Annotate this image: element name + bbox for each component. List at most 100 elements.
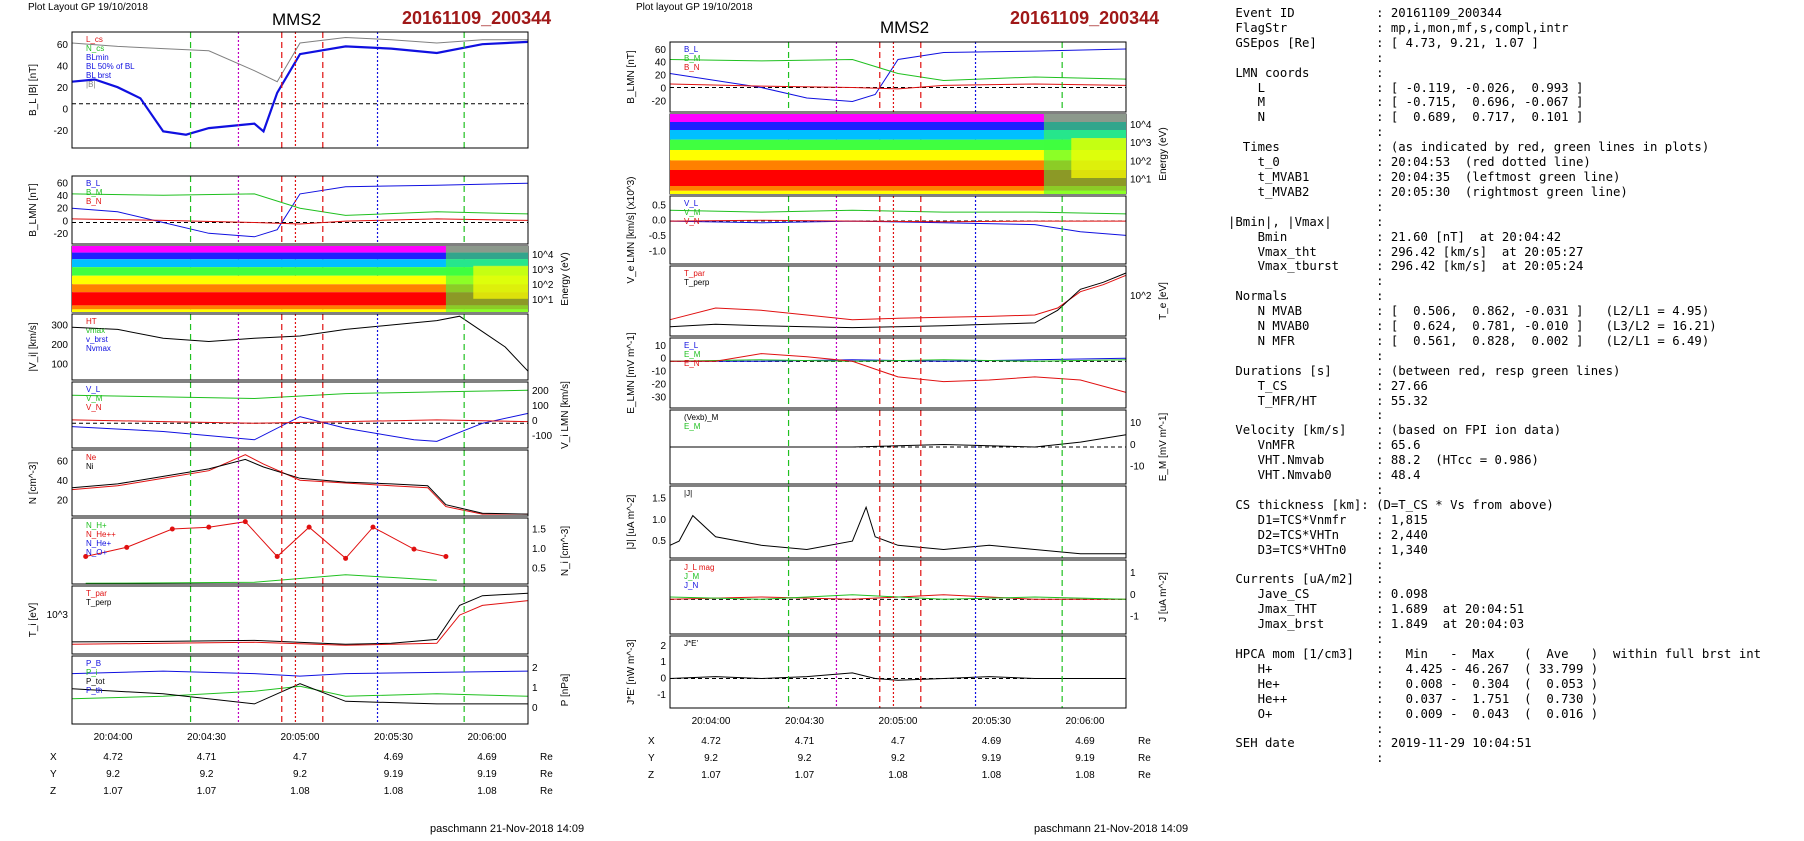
panel-frame xyxy=(71,585,529,655)
tick-label: 300 xyxy=(51,321,68,332)
tick-label: -30 xyxy=(652,393,667,404)
tick-label: 1.0 xyxy=(532,544,546,555)
tick-label: 10^3 xyxy=(1130,138,1152,149)
axis-label: |V_i| [km/s] xyxy=(28,322,39,371)
info-line: T_MFR/HT : 55.32 xyxy=(1228,393,1428,408)
axis-label: E_LMN [mV m^-1] xyxy=(626,332,637,414)
tick-label: -10 xyxy=(652,367,667,378)
panel-M6 xyxy=(669,409,1127,485)
legend-entry: J_L mag xyxy=(684,563,714,572)
info-line: H+ : 4.425 - 46.267 ( 33.799 ) xyxy=(1228,661,1599,676)
time-tick-label: 20:05:00 xyxy=(879,716,918,727)
info-line: Durations [s] : (between red, resp green… xyxy=(1228,363,1621,378)
tick-label: 0 xyxy=(532,703,538,714)
pos-value: 9.2 xyxy=(798,753,812,764)
tick-label: -20 xyxy=(652,380,667,391)
info-line: Velocity [km/s] : (based on FPI ion data… xyxy=(1228,423,1562,438)
panel-frame xyxy=(669,337,1127,409)
panel-frame xyxy=(669,409,1127,485)
tick-label: 10^4 xyxy=(532,250,554,261)
legend-entry: P_i xyxy=(86,668,98,677)
legend-entry: V_N xyxy=(86,403,102,412)
series-line xyxy=(71,670,529,677)
tick-label: 20 xyxy=(57,83,69,94)
time-tick-label: 20:05:30 xyxy=(374,732,413,743)
legend-entry: N_He++ xyxy=(86,530,116,539)
time-tick-label: 20:04:00 xyxy=(94,732,133,743)
panel-M4 xyxy=(669,265,1127,337)
tick-label: 200 xyxy=(532,386,549,397)
time-tick-label: 20:05:30 xyxy=(972,716,1011,727)
legend-entry: BLmin xyxy=(86,53,109,62)
info-line: CS thickness [km]: (D=T_CS * Vs from abo… xyxy=(1228,497,1554,512)
series-line xyxy=(71,458,529,515)
left-probe-title: MMS2 xyxy=(272,10,322,29)
series-line xyxy=(669,219,1126,223)
M2-spectrogram xyxy=(670,114,1126,194)
info-line: t_0 : 20:04:53 (red dotted line) xyxy=(1228,155,1591,170)
legend-entry: P_th xyxy=(86,686,102,695)
legend-entry: B_N xyxy=(684,63,700,72)
tick-label: 0 xyxy=(1130,590,1136,601)
axis-label: B_LMN [nT] xyxy=(626,50,637,104)
info-line: : xyxy=(1228,50,1384,65)
info-line: LMN coords : xyxy=(1228,65,1384,80)
pos-value: 9.19 xyxy=(982,753,1002,764)
mid-layout-label: Plot layout GP 19/10/2018 xyxy=(636,2,753,13)
left-event-title: 20161109_200344 xyxy=(402,8,552,28)
pos-row-label: X xyxy=(648,736,655,747)
pos-unit: Re xyxy=(540,752,553,763)
series-line xyxy=(71,683,528,705)
tick-label: 10 xyxy=(1130,418,1142,429)
info-line: Jmax_brst : 1.849 at 20:04:03 xyxy=(1228,617,1525,632)
legend-entry: (Vexb)_M xyxy=(684,413,719,422)
pos-value: 4.69 xyxy=(982,736,1002,747)
legend-entry: T_perp xyxy=(86,598,112,607)
pos-value: 4.7 xyxy=(891,736,905,747)
legend-entry: B_M xyxy=(684,54,701,63)
info-line: HPCA mom [1/cm3] : Min - Max ( Ave ) wit… xyxy=(1228,646,1762,661)
panel-frame xyxy=(669,559,1127,635)
legend-entry: V_M xyxy=(86,394,103,403)
info-line: Currents [uA/m2] : xyxy=(1228,572,1384,587)
series-line xyxy=(85,574,437,584)
axis-label: P [nPa] xyxy=(560,673,571,706)
tick-label: 2 xyxy=(660,641,666,652)
tick-label: 10^1 xyxy=(532,295,554,306)
tick-label: -20 xyxy=(54,126,69,137)
tick-label: 20 xyxy=(655,71,667,82)
series-line xyxy=(71,419,529,424)
pos-value: 1.08 xyxy=(477,786,497,797)
series-line xyxy=(669,505,1126,555)
legend-entry: B_N xyxy=(86,197,102,206)
tick-label: -20 xyxy=(652,97,667,108)
legend-entry: B_L xyxy=(86,179,101,188)
info-line: GSEpos [Re] : [ 4.73, 9.21, 1.07 ] xyxy=(1228,35,1539,50)
info-line: D2=TCS*VHTn : 2,440 xyxy=(1228,527,1428,542)
tick-label: 40 xyxy=(57,61,69,72)
pos-value: 1.07 xyxy=(103,786,123,797)
legend-entry: B_L xyxy=(684,45,699,54)
series-line xyxy=(71,182,529,238)
info-line: : xyxy=(1228,274,1384,289)
left-footer: paschmann 21-Nov-2018 14:09 xyxy=(430,823,585,835)
legend-entry: V_L xyxy=(684,199,699,208)
time-tick-label: 20:06:00 xyxy=(467,732,506,743)
series-line xyxy=(669,594,1127,600)
legend-entry: N_He+ xyxy=(86,539,111,548)
info-line: : xyxy=(1228,199,1384,214)
legend-entry: HT xyxy=(86,317,97,326)
pos-row-label: Y xyxy=(50,769,57,780)
mid-footer: paschmann 21-Nov-2018 14:09 xyxy=(1034,823,1189,835)
tick-label: 0 xyxy=(660,674,666,685)
data-point xyxy=(83,554,89,559)
series-line xyxy=(71,389,529,400)
tick-label: 2 xyxy=(532,663,538,674)
tick-label: 100 xyxy=(532,401,549,412)
pos-value: 9.19 xyxy=(384,769,404,780)
axis-label: Energy (eV) xyxy=(560,252,571,305)
legend-entry: T_perp xyxy=(684,278,710,287)
info-line: : xyxy=(1228,483,1384,497)
pos-value: 9.2 xyxy=(704,753,718,764)
data-point xyxy=(370,524,376,530)
